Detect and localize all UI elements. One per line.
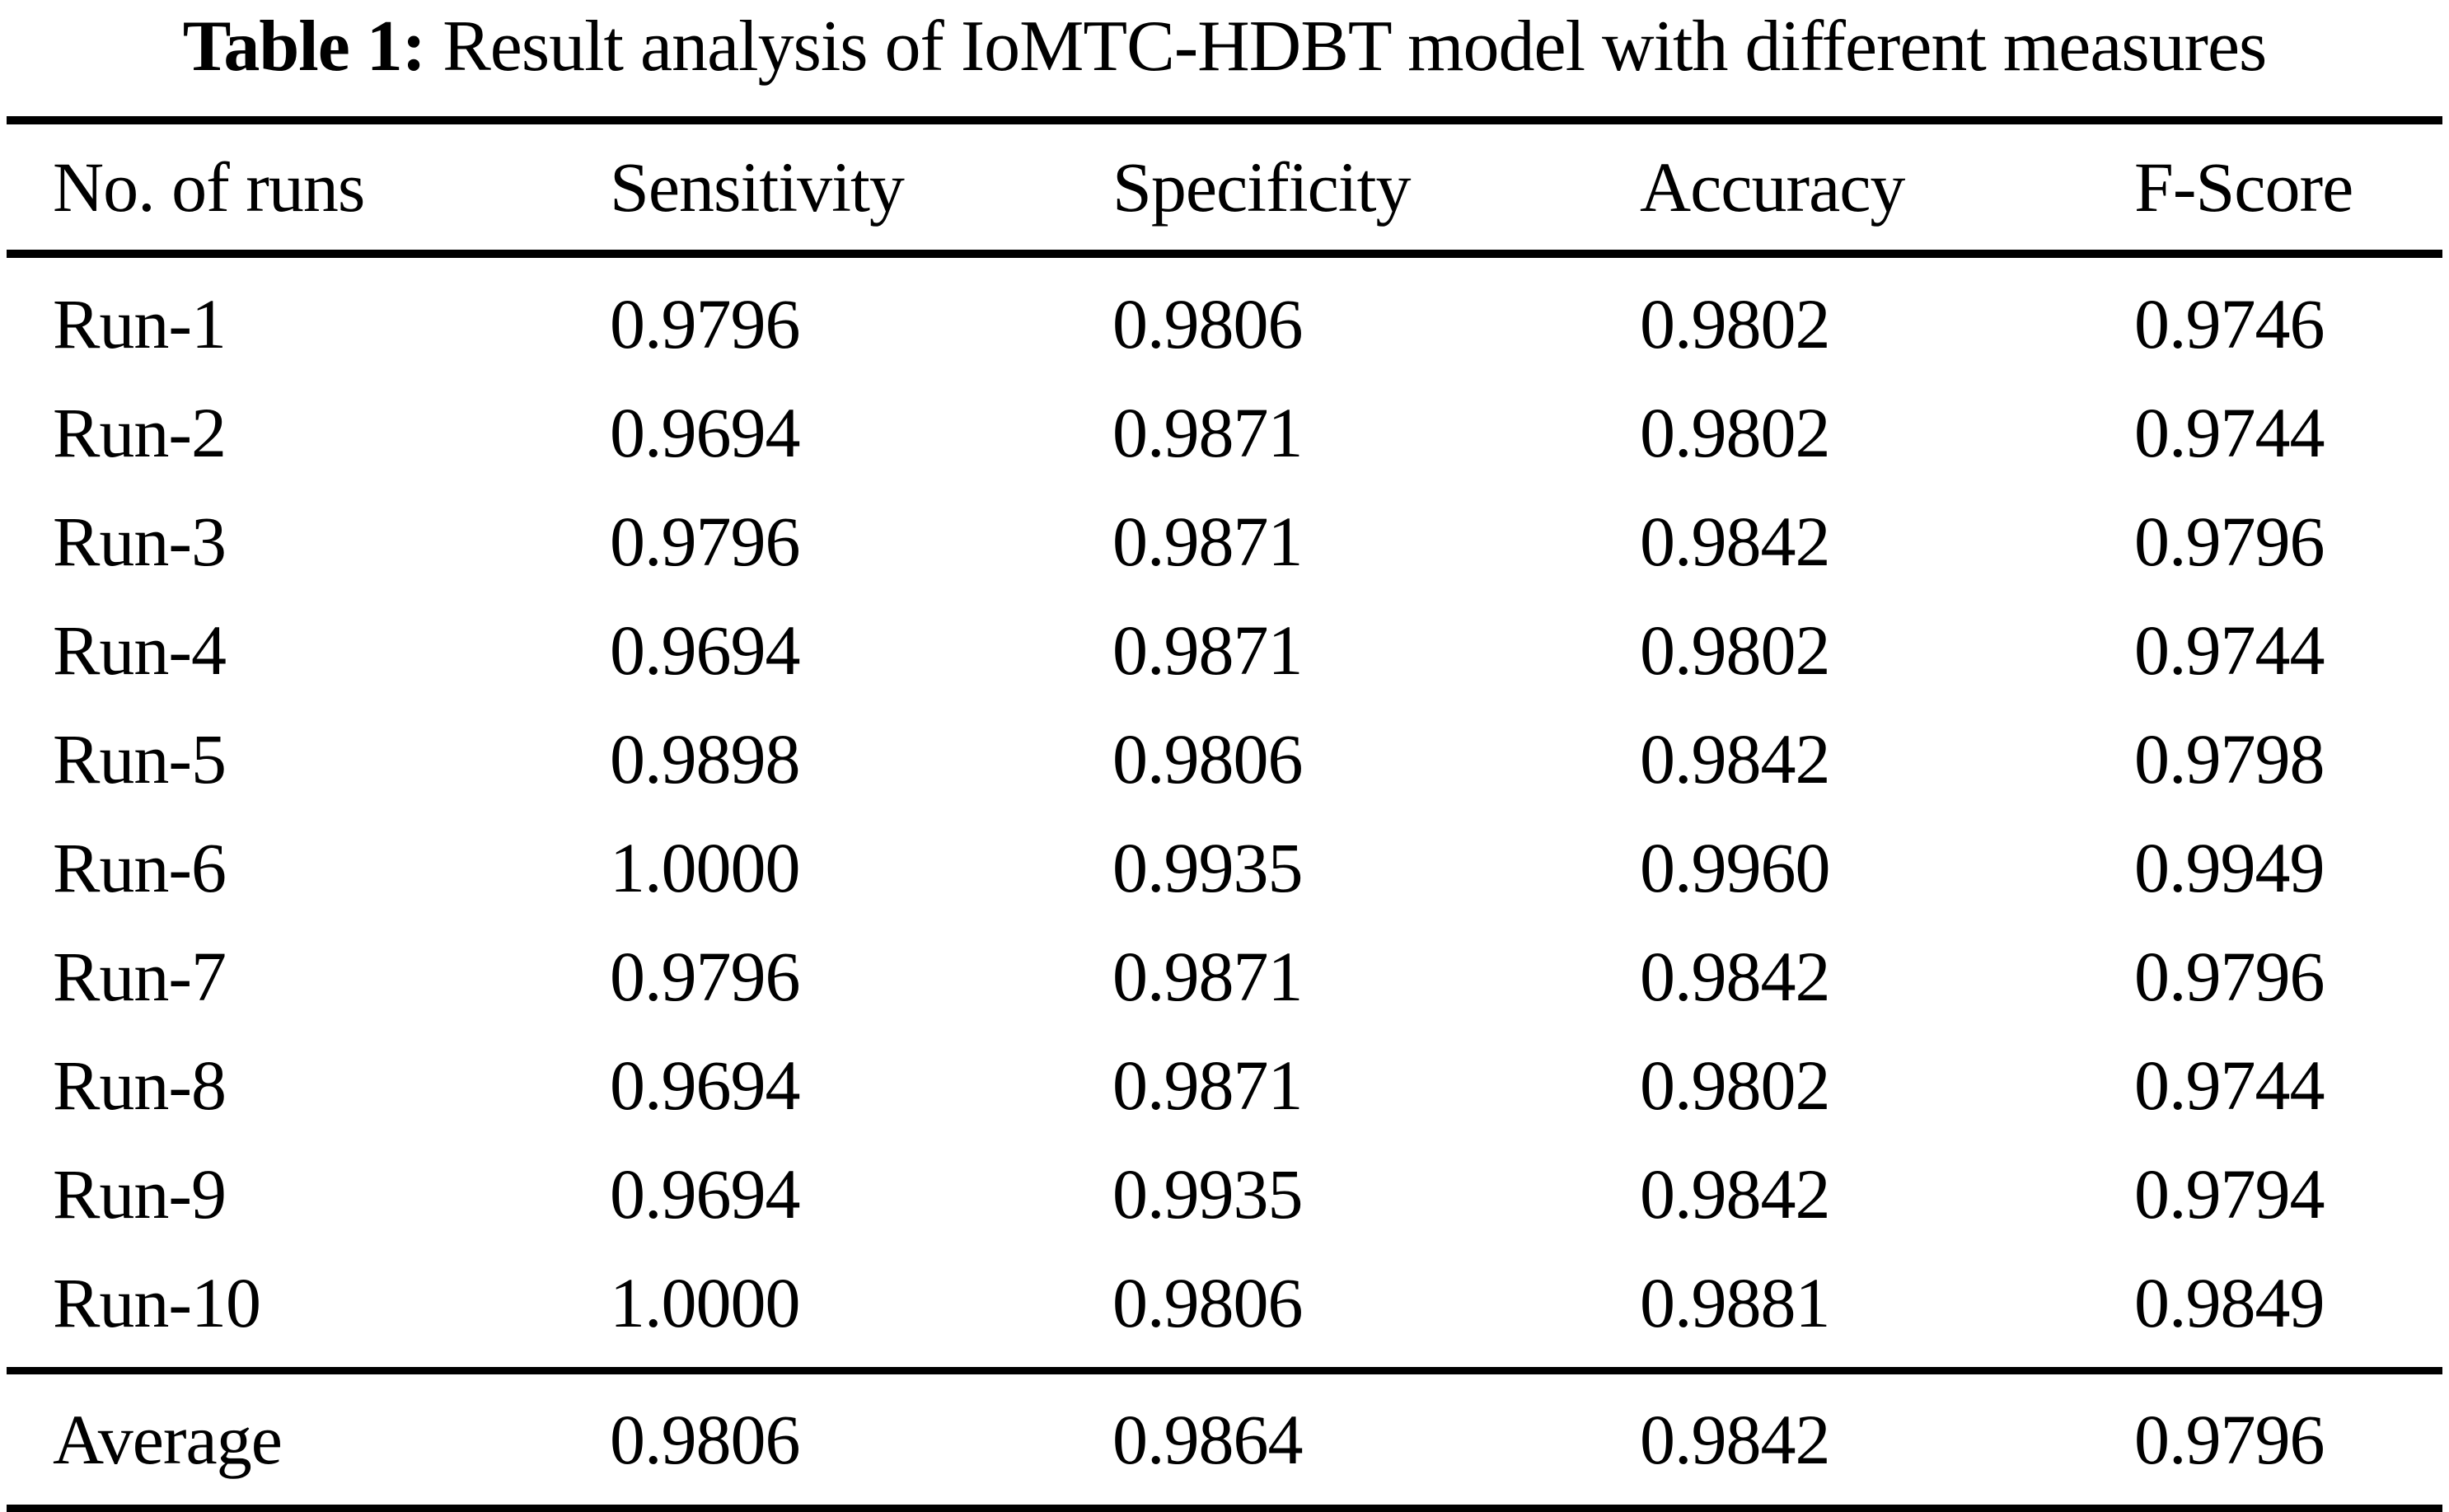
metric-value-cell: 0.9842 xyxy=(1640,719,1831,798)
table-row: Run-8 0.9694 0.9871 0.9802 0.9744 xyxy=(7,1031,2442,1140)
average-label-cell: Average xyxy=(7,1366,610,1509)
metric-value-cell: 0.9802 xyxy=(1640,392,1831,472)
column-header: Accuracy xyxy=(1640,119,2134,258)
table-row: Run-5 0.9898 0.9806 0.9842 0.9798 xyxy=(7,705,2442,813)
table-row: Run-1 0.9796 0.9806 0.9802 0.9746 xyxy=(7,254,2442,378)
table-row: Run-9 0.9694 0.9935 0.9842 0.9794 xyxy=(7,1140,2442,1248)
table-caption-text: Result analysis of IoMTC-HDBT model with… xyxy=(443,7,2267,87)
metric-value-cell: 0.9746 xyxy=(2134,283,2325,363)
run-label-cell: Run-6 xyxy=(53,827,227,907)
summary-row: Average 0.9806 0.9864 0.9842 0.9796 xyxy=(7,1366,2442,1509)
metric-value-cell: 0.9935 xyxy=(1112,827,1304,907)
metric-value-cell: 0.9802 xyxy=(1640,610,1831,690)
table-row: Run-3 0.9796 0.9871 0.9842 0.9796 xyxy=(7,487,2442,596)
column-header: Sensitivity xyxy=(610,119,1112,258)
metric-value-cell: 0.9871 xyxy=(1112,936,1304,1016)
run-label-cell: Run-7 xyxy=(53,936,227,1016)
metric-value-cell: 0.9842 xyxy=(1640,501,1831,581)
run-label-cell: Run-1 xyxy=(53,283,227,363)
metric-value-cell: 0.9898 xyxy=(610,719,801,798)
metric-value-cell: 0.9871 xyxy=(1112,501,1304,581)
metric-value-cell: 0.9842 xyxy=(1640,936,1831,1016)
metric-value-cell: 0.9744 xyxy=(2134,610,2325,690)
table-row: Run-2 0.9694 0.9871 0.9802 0.9744 xyxy=(7,378,2442,487)
metric-value-cell: 0.9694 xyxy=(610,1154,801,1233)
metric-value-cell: 0.9694 xyxy=(610,392,801,472)
header-row: No. of runs Sensitivity Specificity Accurac… xyxy=(7,119,2442,258)
metric-value-cell: 0.9960 xyxy=(1640,827,1831,907)
metric-value-cell: 1.0000 xyxy=(610,1262,801,1342)
metric-value-cell: 0.9871 xyxy=(1112,1045,1304,1125)
metric-value-cell: 0.9744 xyxy=(2134,1045,2325,1125)
metric-value-cell: 0.9806 xyxy=(1112,719,1304,798)
column-header: F-Score xyxy=(2134,119,2442,258)
metric-value-cell: 1.0000 xyxy=(610,827,801,907)
metric-value-cell: 0.9802 xyxy=(1640,1045,1831,1125)
run-label-cell: Run-4 xyxy=(53,610,227,690)
metric-value-cell: 0.9849 xyxy=(2134,1262,2325,1342)
metric-value-cell: 0.9806 xyxy=(1112,283,1304,363)
metric-value-cell: 0.9871 xyxy=(1112,392,1304,472)
metric-value-cell: 0.9806 xyxy=(1112,1262,1304,1342)
run-label-cell: Run-9 xyxy=(53,1154,227,1233)
metric-value-cell: 0.9871 xyxy=(1112,610,1304,690)
column-header: Specificity xyxy=(1112,119,1640,258)
metric-value-cell: 0.9694 xyxy=(610,610,801,690)
table-row: Run-10 1.0000 0.9806 0.9881 0.9849 xyxy=(7,1248,2442,1371)
table-caption-label: Table 1: xyxy=(182,7,426,87)
run-label-cell: Run-8 xyxy=(53,1045,227,1125)
column-header: No. of runs xyxy=(7,119,610,258)
metric-value-cell: 0.9935 xyxy=(1112,1154,1304,1233)
table-row: Run-4 0.9694 0.9871 0.9802 0.9744 xyxy=(7,596,2442,705)
average-value-cell: 0.9864 xyxy=(1112,1366,1640,1509)
average-value-cell: 0.9806 xyxy=(610,1366,1112,1509)
metric-value-cell: 0.9798 xyxy=(2134,719,2325,798)
run-label-cell: Run-10 xyxy=(53,1262,261,1342)
table-row: Run-7 0.9796 0.9871 0.9842 0.9796 xyxy=(7,922,2442,1031)
table-row: Run-6 1.0000 0.9935 0.9960 0.9949 xyxy=(7,813,2442,922)
metric-value-cell: 0.9796 xyxy=(610,283,801,363)
metric-value-cell: 0.9794 xyxy=(2134,1154,2325,1233)
metric-value-cell: 0.9842 xyxy=(1640,1154,1831,1233)
metric-value-cell: 0.9744 xyxy=(2134,392,2325,472)
results-table: No. of runs Sensitivity Specificity Accurac… xyxy=(7,115,2442,1512)
metric-value-cell: 0.9796 xyxy=(610,501,801,581)
metric-value-cell: 0.9949 xyxy=(2134,827,2325,907)
metric-value-cell: 0.9796 xyxy=(2134,936,2325,1016)
run-label-cell: Run-3 xyxy=(53,501,227,581)
metric-value-cell: 0.9796 xyxy=(610,936,801,1016)
run-label-cell: Run-5 xyxy=(53,719,227,798)
metric-value-cell: 0.9694 xyxy=(610,1045,801,1125)
run-label-cell: Run-2 xyxy=(53,392,227,472)
metric-value-cell: 0.9881 xyxy=(1640,1262,1831,1342)
metric-value-cell: 0.9796 xyxy=(2134,501,2325,581)
metric-value-cell: 0.9802 xyxy=(1640,283,1831,363)
table-caption: Table 1: Result analysis of IoMTC-HDBT m… xyxy=(0,7,2449,88)
average-value-cell: 0.9842 xyxy=(1640,1366,2134,1509)
paper-table-figure: Table 1: Result analysis of IoMTC-HDBT m… xyxy=(0,7,2449,1512)
average-value-cell: 0.9796 xyxy=(2134,1366,2442,1509)
